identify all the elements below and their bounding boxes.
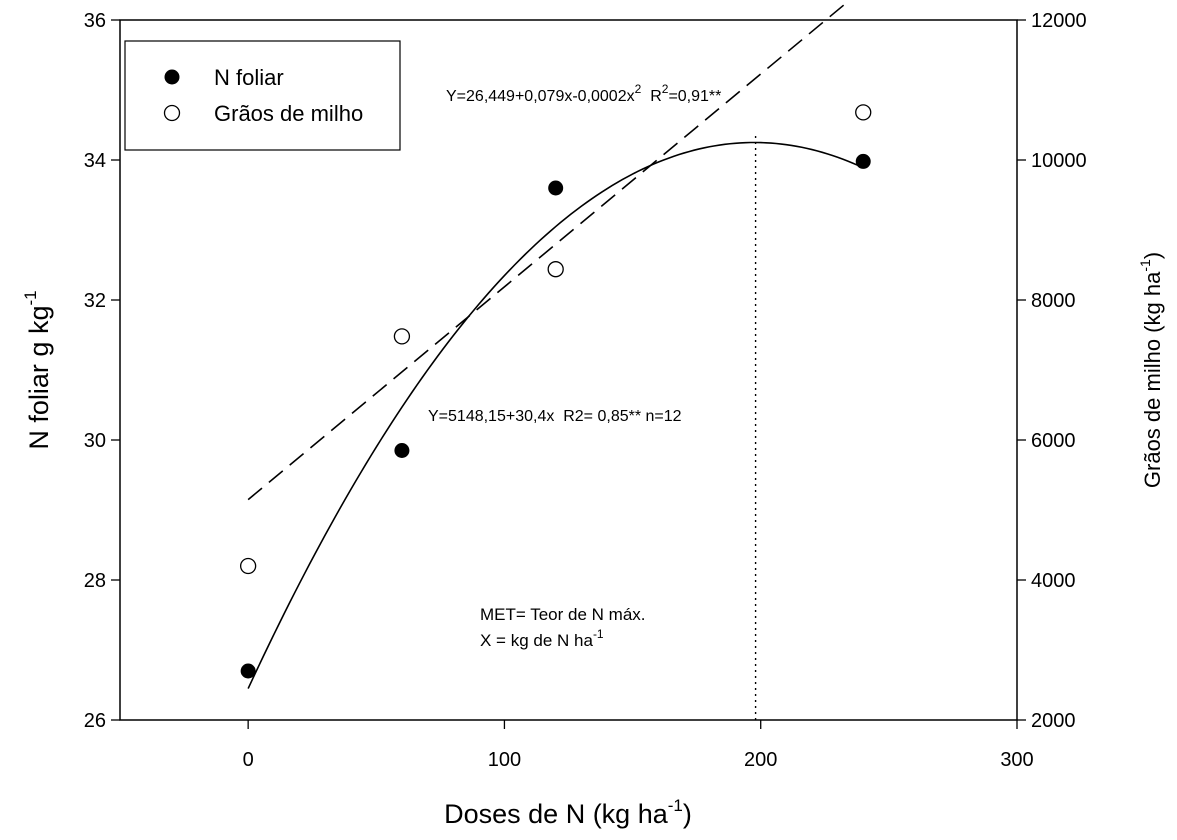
y-left-tick-label: 26 (84, 710, 106, 732)
quadratic-eq-sup1: 2 (635, 82, 642, 96)
n-foliar-point (548, 180, 564, 196)
y-left-axis-title: N foliar g kg-1 (21, 290, 54, 449)
legend-marker-n-foliar (164, 69, 180, 85)
y-right-tick-label: 8000 (1031, 290, 1076, 312)
y-left-title-main: N foliar g kg (24, 306, 54, 450)
legend-label-graos: Grãos de milho (214, 101, 363, 126)
y-left-tick-label: 36 (84, 10, 106, 32)
y-right-tick-label: 2000 (1031, 710, 1076, 732)
x-tick-label: 100 (488, 749, 521, 771)
quadratic-eq-suffix: =0,91** (668, 88, 721, 105)
met-annotation-line2: X = kg de N ha-1 (480, 627, 604, 650)
quadratic-fit-curve (247, 141, 864, 689)
y-right-axis-title: Grãos de milho (kg ha-1) (1137, 252, 1165, 488)
legend-marker-graos (163, 104, 181, 122)
y-right-tick-label: 4000 (1031, 570, 1076, 592)
x-axis-title: Doses de N (kg ha-1) (444, 796, 692, 829)
y-left-tick-label: 32 (84, 290, 106, 312)
x-tick-label: 0 (243, 749, 254, 771)
quadratic-eq-prefix: Y=26,449+0,079x-0,0002x (446, 88, 635, 105)
graos-point (547, 261, 564, 278)
n-foliar-point (240, 663, 256, 679)
y-right-tick-label: 10000 (1031, 150, 1087, 172)
x-axis-title-close: ) (683, 799, 692, 829)
y-right-title-main: Grãos de milho (kg ha (1140, 271, 1165, 488)
y-right-tick-label: 6000 (1031, 430, 1076, 452)
y-left-tick-label: 34 (84, 150, 106, 172)
x-tick-label: 300 (1000, 749, 1033, 771)
quadratic-eq-mid: R (641, 88, 661, 105)
met-line2-main: X = kg de N ha (480, 631, 593, 650)
quadratic-eq-sup2: 2 (662, 82, 669, 96)
data-points (239, 104, 872, 679)
n-foliar-point (855, 153, 871, 169)
met-annotation-line1: MET= Teor de N máx. (480, 605, 646, 624)
graos-point (855, 104, 872, 121)
fit-lines (247, 0, 864, 720)
x-axis-title-main: Doses de N (kg ha (444, 799, 669, 829)
quadratic-equation: Y=26,449+0,079x-0,0002x2 R2=0,91** (446, 82, 721, 105)
x-axis-title-sup: -1 (668, 796, 683, 815)
axes: 0 100 200 300 26 28 30 32 34 36 2000 4000 6000 8000 10… (84, 10, 1087, 771)
y-right-title-sup: -1 (1137, 259, 1153, 272)
legend-label-n-foliar: N foliar (214, 65, 284, 90)
y-left-tick-label: 28 (84, 570, 106, 592)
linear-equation: Y=5148,15+30,4x R2= 0,85** n=12 (428, 408, 682, 425)
plot-frame (119, 19, 1018, 721)
graos-point (239, 557, 257, 575)
n-foliar-point (394, 443, 410, 458)
x-tick-label: 200 (744, 749, 777, 771)
y-left-title-sup: -1 (21, 290, 40, 305)
graos-point (393, 328, 411, 345)
met-line2-sup: -1 (593, 627, 604, 641)
legend-box (124, 40, 401, 151)
legend: N foliar Grãos de milho (124, 40, 401, 151)
y-left-tick-label: 30 (84, 430, 106, 452)
y-right-tick-label: 12000 (1031, 10, 1087, 32)
y-right-title-close: ) (1140, 252, 1165, 259)
